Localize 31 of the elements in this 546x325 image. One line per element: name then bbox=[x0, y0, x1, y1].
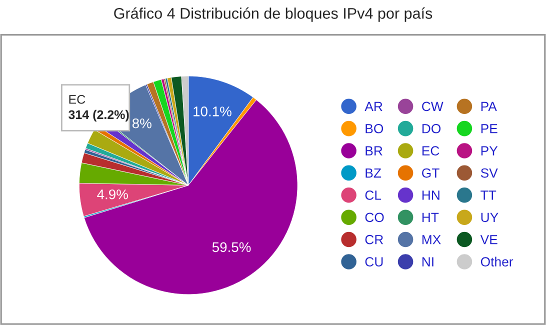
text: 314 (2.2%) bbox=[68, 110, 129, 122]
legend-label: PA bbox=[481, 102, 497, 111]
chart-title: Gráfico 4 Distribución de bloques IPv4 por país bbox=[114, 7, 432, 22]
legend-label: CL bbox=[365, 190, 382, 200]
legend-label: Other bbox=[480, 256, 514, 266]
legend-label: TT bbox=[480, 190, 496, 200]
legend-label: GT bbox=[422, 168, 440, 178]
legend-label: BO bbox=[366, 124, 384, 134]
legend-label: CO bbox=[365, 212, 384, 222]
legend-label: PY bbox=[481, 146, 498, 156]
legend-label: CW bbox=[422, 102, 444, 112]
legend-label: SV bbox=[480, 168, 498, 178]
legend-label: CR bbox=[365, 234, 384, 244]
legend-label: DO bbox=[422, 124, 441, 134]
legend-label: PE bbox=[481, 124, 498, 134]
data-label: 59.5% bbox=[212, 242, 251, 252]
legend-label: NI bbox=[422, 257, 434, 266]
legend-label: BR bbox=[366, 146, 382, 156]
legend-label: AR bbox=[364, 102, 382, 111]
data-label: 8% bbox=[132, 118, 152, 128]
text: EC bbox=[69, 94, 86, 104]
legend-label: VE bbox=[480, 235, 498, 244]
legend-label: MX bbox=[422, 235, 441, 244]
data-label: 4.9% bbox=[97, 189, 128, 200]
data-label: 10.1% bbox=[194, 106, 232, 116]
legend-label: EC bbox=[422, 146, 440, 156]
legend-label: HT bbox=[422, 212, 439, 222]
legend-label: HN bbox=[422, 190, 440, 200]
legend-label: UY bbox=[481, 212, 498, 222]
legend-label: BZ bbox=[366, 168, 382, 178]
legend-label: CU bbox=[365, 257, 383, 266]
